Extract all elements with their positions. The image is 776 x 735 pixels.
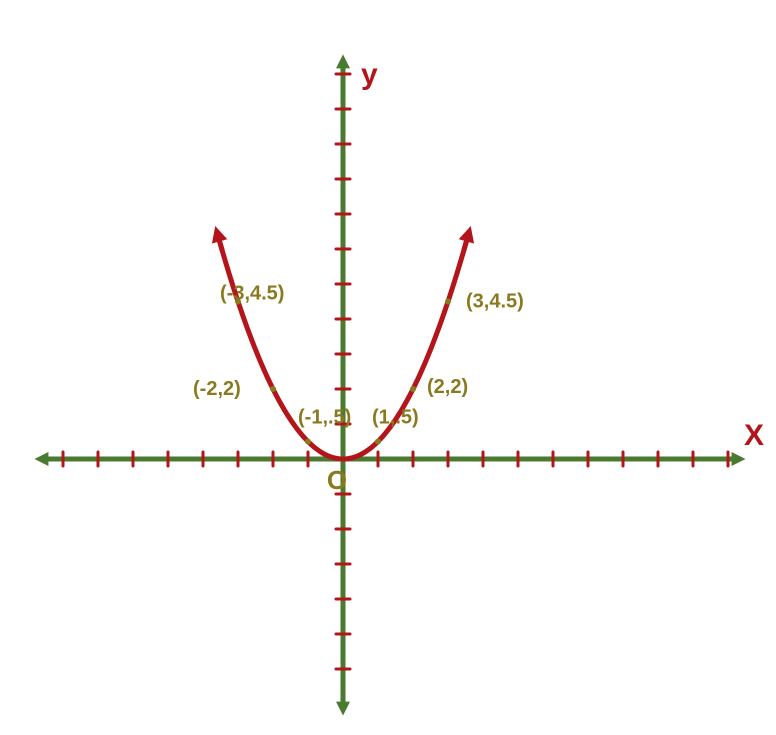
chart-background: [0, 0, 776, 735]
point-label: (-1,.5): [298, 407, 351, 429]
point-label: (1,.5): [372, 407, 419, 429]
point-label: (2,2): [427, 376, 468, 398]
point-label: (3,4.5): [466, 291, 524, 313]
x-axis-label: X: [744, 419, 764, 452]
y-axis-label: y: [361, 58, 378, 91]
origin-label: O: [327, 465, 347, 495]
data-point: [305, 439, 311, 445]
point-label: (-3,4.5): [220, 283, 284, 305]
data-point: [410, 386, 416, 392]
data-point: [375, 439, 381, 445]
data-point: [270, 386, 276, 392]
parabola-chart: (-3,4.5) (-2,2) (-1,.5) (1,.5) (2,2) (3,4.5) O…: [0, 0, 776, 735]
point-label: (-2,2): [193, 378, 241, 400]
data-point: [445, 299, 451, 305]
